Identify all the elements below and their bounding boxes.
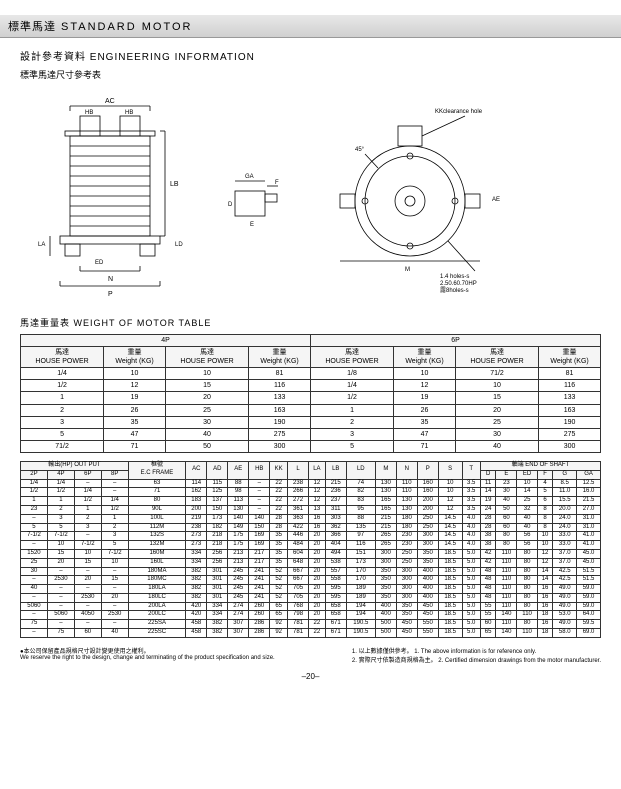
svg-text:E: E — [250, 222, 254, 228]
motor-front-diagram: KKclearance hole AE M 45° 1.4 holes-s 2.… — [310, 86, 510, 301]
weight-table: 4P6P 馬達HOUSE POWER重量Weight (KG)馬達HOUSE P… — [20, 334, 601, 453]
svg-text:LA: LA — [38, 242, 45, 248]
page-header: 標準馬達 STANDARD MOTOR — [0, 15, 621, 38]
subtitle-2: 標準馬達尺寸參考表 — [20, 68, 601, 81]
svg-text:HB: HB — [125, 110, 133, 116]
svg-text:2.50.60.70HP: 2.50.60.70HP — [440, 281, 477, 287]
page-number: –20– — [20, 672, 601, 681]
svg-text:LB: LB — [170, 181, 179, 188]
svg-text:P: P — [108, 291, 113, 298]
svg-text:HB: HB — [85, 110, 93, 116]
svg-text:ED: ED — [95, 260, 104, 266]
svg-text:M: M — [405, 267, 410, 273]
svg-text:45°: 45° — [355, 147, 365, 153]
subtitle-1: 設計參考資料 ENGINEERING INFORMATION — [20, 48, 601, 63]
svg-text:AC: AC — [105, 98, 115, 105]
weight-section-title: 馬達重量表 WEIGHT OF MOTOR TABLE — [20, 316, 601, 329]
svg-text:F: F — [275, 180, 279, 186]
svg-text:露8holes-s: 露8holes-s — [440, 287, 469, 294]
header-en: STANDARD MOTOR — [61, 21, 193, 33]
dimension-table: 輸出(HP) OUT PUT 框號E.C FRAME ACADAEHBKKLLA… — [20, 461, 601, 638]
header-cn: 標準馬達 — [8, 21, 56, 33]
motor-side-diagram: AC HB HB LB LA LD ED N P — [20, 86, 200, 301]
svg-text:GA: GA — [245, 174, 254, 180]
svg-text:KKclearance hole: KKclearance hole — [435, 109, 483, 115]
svg-text:D: D — [228, 202, 233, 208]
svg-text:AE: AE — [492, 197, 500, 203]
diagram-area: AC HBHB LB LA LD ED N P GA F D E KKclear… — [20, 86, 601, 301]
footnotes: ●本公司保留產品規格尺寸設計變更使用之權利。We reserve the rig… — [20, 646, 601, 664]
svg-text:LD: LD — [175, 242, 183, 248]
shaft-detail-diagram: GA F D E — [220, 86, 290, 301]
svg-text:1.4 holes-s: 1.4 holes-s — [440, 274, 469, 280]
svg-text:N: N — [108, 276, 113, 283]
